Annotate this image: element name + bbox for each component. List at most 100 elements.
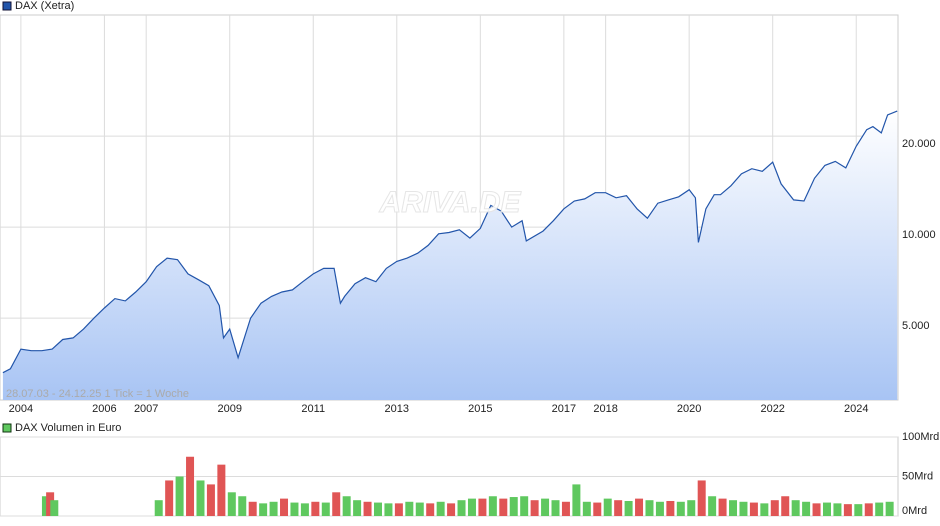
volume-bar [394, 503, 403, 516]
volume-bar [781, 496, 790, 516]
volume-bar [614, 500, 623, 516]
volume-bar [154, 500, 163, 516]
volume-bar [300, 503, 309, 516]
volume-bar [321, 502, 330, 516]
volume-bar [708, 496, 717, 516]
price-line [2, 110, 898, 374]
legend-swatch [2, 1, 12, 11]
volume-bar [833, 503, 842, 516]
volume-bar [269, 501, 278, 516]
volume-bar [499, 498, 508, 516]
x-tick-label: 2020 [677, 403, 701, 415]
volume-bar [186, 456, 195, 516]
volume-bar [342, 496, 351, 516]
volume-bar [206, 484, 215, 516]
volume-bar [280, 498, 289, 516]
volume-bar [436, 501, 445, 516]
volume-bar [373, 502, 382, 516]
x-tick-label: 2022 [760, 403, 784, 415]
volume-bar [729, 500, 738, 516]
x-tick-label: 2024 [844, 403, 868, 415]
volume-bar [353, 500, 362, 516]
volume-bar [770, 500, 779, 516]
volume-bar [488, 496, 497, 516]
volume-bar [760, 503, 769, 516]
volume-bar [687, 500, 696, 516]
volume-bar [541, 498, 550, 516]
volume-bar [854, 504, 863, 516]
volume-bar [415, 502, 424, 516]
volume-bar [603, 498, 612, 516]
x-tick-label: 2007 [134, 403, 158, 415]
volume-bar [561, 501, 570, 516]
volume-bar [739, 501, 748, 516]
legend-swatch [2, 423, 12, 433]
y-tick-label: 100Mrd [902, 431, 939, 443]
date-range: 28.07.03 - 24.12.25 1 Tick = 1 Woche [6, 388, 189, 400]
volume-bar [520, 496, 529, 516]
price-area [2, 111, 898, 400]
volume-bar [791, 500, 800, 516]
volume-bar [812, 503, 821, 516]
volume-bar [467, 498, 476, 516]
legend-label: DAX (Xetra) [15, 0, 74, 12]
volume-bar [624, 500, 633, 516]
volume-bar [457, 500, 466, 516]
x-tick-label: 2017 [552, 403, 576, 415]
y-tick-label: 50Mrd [902, 470, 933, 482]
volume-bar [227, 492, 236, 516]
volume-bar [217, 464, 226, 516]
volume-bar [478, 498, 487, 516]
volume-bar [875, 502, 884, 516]
volume-bar [238, 496, 247, 516]
volume-bar [843, 504, 852, 516]
volume-bar [290, 502, 299, 516]
volume-bar [311, 501, 320, 516]
x-tick-label: 2011 [301, 403, 325, 415]
volume-bar [46, 492, 55, 516]
volume-bar [572, 484, 581, 516]
volume-bar [718, 498, 727, 516]
volume-bar [405, 501, 414, 516]
volume-bar [426, 503, 435, 516]
volume-bar [447, 503, 456, 516]
volume-bar [676, 501, 685, 516]
y-tick-label: 0Mrd [902, 505, 927, 517]
volume-bar [332, 492, 341, 516]
volume-bar [384, 503, 393, 516]
volume-bar [551, 500, 560, 516]
volume-bar [749, 502, 758, 516]
volume-bar [165, 480, 174, 516]
x-tick-label: 2015 [468, 403, 492, 415]
y-tick-label: 5.000 [902, 320, 930, 332]
volume-bar [864, 503, 873, 516]
volume-bar [635, 498, 644, 516]
x-tick-label: 2006 [92, 403, 116, 415]
y-tick-label: 10.000 [902, 229, 936, 241]
volume-bar [593, 502, 602, 516]
volume-bar [530, 500, 539, 516]
volume-bar [582, 501, 591, 516]
x-tick-label: 2009 [217, 403, 241, 415]
volume-bar [259, 503, 268, 516]
x-tick-label: 2018 [593, 403, 617, 415]
volume-bar [196, 480, 205, 516]
volume-bar [645, 500, 654, 516]
volume-bar [697, 480, 706, 516]
volume-bar [363, 501, 372, 516]
volume-bar [50, 500, 59, 516]
volume-bar [175, 476, 184, 516]
x-tick-label: 2004 [9, 403, 33, 415]
legend-label: DAX Volumen in Euro [15, 422, 121, 434]
volume-bar [802, 501, 811, 516]
x-tick-label: 2013 [385, 403, 409, 415]
volume-bar [248, 501, 257, 516]
volume-bar [885, 501, 894, 516]
watermark: ARIVA.DE [378, 186, 521, 219]
volume-bar [41, 496, 50, 516]
y-tick-label: 20.000 [902, 138, 936, 150]
volume-bar [822, 502, 831, 516]
volume-bar [655, 501, 664, 516]
volume-bar [509, 497, 518, 516]
